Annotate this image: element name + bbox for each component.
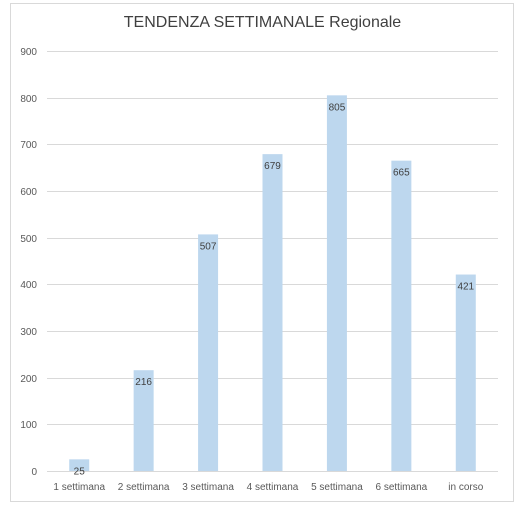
y-tick-label: 0 — [31, 467, 37, 478]
bar — [391, 160, 412, 471]
data-labels: 25 216 507 679 805 665 421 — [74, 102, 475, 477]
bar — [326, 95, 347, 471]
x-tick-label: 6 settimana — [376, 482, 428, 493]
x-tick-label: 3 settimana — [182, 482, 234, 493]
x-tick-label: 1 settimana — [53, 482, 105, 493]
y-tick-label: 700 — [20, 140, 37, 151]
x-tick-label: in corso — [448, 482, 483, 493]
x-axis-ticks: 1 settimana 2 settimana 3 settimana 4 setti… — [53, 482, 483, 493]
y-tick-label: 600 — [20, 187, 37, 198]
y-tick-label: 800 — [20, 94, 37, 105]
bar — [69, 459, 90, 471]
x-tick-label: 5 settimana — [311, 482, 363, 493]
y-axis-ticks: 0 100 200 300 400 500 600 700 800 900 — [20, 47, 37, 478]
bar — [133, 370, 154, 471]
y-tick-label: 300 — [20, 327, 37, 338]
y-tick-label: 100 — [20, 420, 37, 431]
y-tick-label: 900 — [20, 47, 37, 58]
data-label: 421 — [457, 282, 474, 293]
data-label: 805 — [329, 102, 346, 113]
x-tick-label: 4 settimana — [247, 482, 299, 493]
y-tick-label: 500 — [20, 234, 37, 245]
y-tick-label: 400 — [20, 280, 37, 291]
bars — [69, 95, 476, 471]
chart-title: TENDENZA SETTIMANALE Regionale — [123, 14, 402, 31]
y-tick-label: 200 — [20, 374, 37, 385]
bar — [262, 154, 283, 471]
chart-frame — [10, 3, 514, 502]
data-label: 216 — [135, 377, 152, 388]
data-label: 25 — [74, 466, 86, 477]
data-label: 679 — [264, 161, 281, 172]
bar — [455, 274, 476, 471]
data-label: 507 — [200, 241, 217, 252]
x-tick-label: 2 settimana — [118, 482, 170, 493]
bar — [198, 234, 219, 471]
data-label: 665 — [393, 168, 410, 179]
